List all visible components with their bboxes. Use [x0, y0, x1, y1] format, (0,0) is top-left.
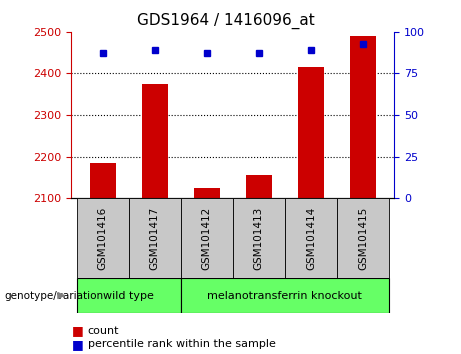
- Bar: [90, 163, 116, 198]
- Bar: [129, 198, 181, 278]
- Text: GSM101412: GSM101412: [202, 206, 212, 270]
- Text: GSM101416: GSM101416: [98, 206, 108, 270]
- Bar: [142, 84, 168, 198]
- Text: GDS1964 / 1416096_at: GDS1964 / 1416096_at: [137, 12, 315, 29]
- Text: wild type: wild type: [103, 291, 154, 301]
- Bar: [337, 198, 389, 278]
- Bar: [77, 278, 181, 313]
- Bar: [298, 67, 324, 198]
- Text: count: count: [88, 326, 119, 336]
- Text: GSM101414: GSM101414: [306, 206, 316, 270]
- Bar: [350, 36, 376, 198]
- Text: genotype/variation: genotype/variation: [5, 291, 104, 301]
- Bar: [181, 278, 389, 313]
- Text: GSM101413: GSM101413: [254, 206, 264, 270]
- Bar: [194, 188, 220, 198]
- Bar: [246, 175, 272, 198]
- Text: GSM101415: GSM101415: [358, 206, 368, 270]
- Bar: [181, 198, 233, 278]
- Text: GSM101417: GSM101417: [150, 206, 160, 270]
- Bar: [233, 198, 285, 278]
- Text: percentile rank within the sample: percentile rank within the sample: [88, 339, 276, 349]
- Bar: [285, 198, 337, 278]
- Text: ■: ■: [71, 325, 83, 337]
- Text: melanotransferrin knockout: melanotransferrin knockout: [207, 291, 362, 301]
- Text: ■: ■: [71, 338, 83, 350]
- Bar: [77, 198, 129, 278]
